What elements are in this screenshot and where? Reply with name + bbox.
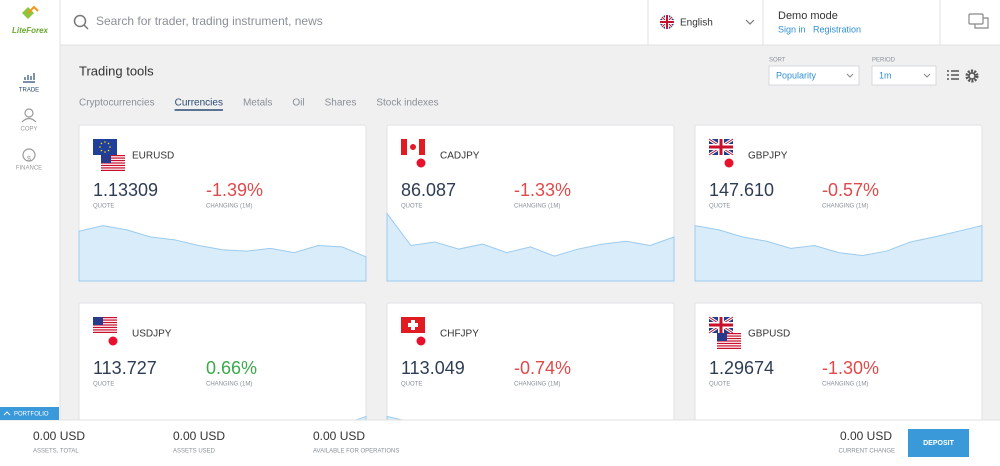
quote-label: QUOTE — [93, 382, 114, 388]
quote: 86.087 — [401, 180, 456, 200]
logo[interactable]: LiteForex — [12, 26, 49, 35]
list-view-icon[interactable] — [947, 70, 959, 80]
flag — [708, 137, 734, 157]
change: -1.30% — [822, 358, 879, 378]
portfolio-tab[interactable] — [0, 407, 59, 420]
flag — [708, 315, 734, 335]
quote-label: QUOTE — [401, 204, 422, 210]
flag — [409, 333, 433, 349]
period-select[interactable] — [871, 65, 937, 86]
quote: 113.727 — [93, 358, 157, 378]
mode: Demo mode — [778, 10, 838, 22]
change: 0.66% — [206, 358, 257, 378]
portfolio-label: PORTFOLIO — [14, 412, 49, 418]
deposit-label: DEPOSIT — [923, 440, 954, 447]
change-label: CHANGING (1M) — [822, 382, 868, 388]
quote: 113.049 — [401, 358, 465, 378]
page-title: Trading tools — [79, 63, 154, 78]
footer-label: ASSETS USED — [173, 449, 216, 455]
tab[interactable]: Cryptocurrencies — [79, 98, 155, 109]
sparkline — [78, 225, 367, 282]
pair: GBPJPY — [748, 151, 788, 162]
flag — [93, 317, 117, 333]
sign-in[interactable]: Sign in — [778, 24, 806, 34]
footer-value: 0.00 USD — [33, 429, 85, 443]
flag — [101, 155, 125, 171]
tab[interactable]: Oil — [292, 98, 304, 109]
change-label: CHANGING (1M) — [822, 204, 868, 210]
sidebar — [0, 0, 60, 420]
footer-value: 0.00 USD — [313, 429, 365, 443]
registration[interactable]: Registration — [813, 24, 861, 34]
pair: EURUSD — [132, 151, 174, 162]
current-change-label: CURRENT CHANGE — [838, 449, 895, 455]
nav-item[interactable]: COPY — [20, 127, 37, 133]
quote: 147.610 — [709, 180, 774, 200]
flag — [717, 155, 741, 171]
sparkline — [694, 224, 983, 282]
change: -1.33% — [514, 180, 571, 200]
change: -0.74% — [514, 358, 571, 378]
quote-label: QUOTE — [93, 204, 114, 210]
sort-label: SORT — [769, 58, 786, 64]
nav-item[interactable]: TRADE — [19, 88, 39, 94]
change: -0.57% — [822, 180, 879, 200]
pair: USDJPY — [132, 329, 172, 340]
flag — [717, 333, 741, 349]
flag — [409, 155, 433, 171]
quote-label: QUOTE — [709, 382, 730, 388]
settings-icon[interactable] — [965, 69, 979, 83]
pair: CHFJPY — [440, 329, 479, 340]
current-change-value: 0.00 USD — [840, 429, 892, 443]
footer-label: AVAILABLE FOR OPERATIONS — [313, 449, 399, 455]
tab[interactable]: Currencies — [175, 98, 223, 109]
quote-label: QUOTE — [401, 382, 422, 388]
quote: 1.29674 — [709, 358, 774, 378]
sort-value: Popularity — [776, 70, 817, 80]
quote-label: QUOTE — [709, 204, 730, 210]
footer — [0, 420, 1000, 466]
search-icon[interactable] — [73, 14, 87, 28]
tab[interactable]: Stock indexes — [376, 98, 438, 109]
change-label: CHANGING (1M) — [206, 204, 252, 210]
quote: 1.13309 — [93, 180, 158, 200]
change-label: CHANGING (1M) — [514, 382, 560, 388]
tab[interactable]: Metals — [243, 98, 272, 109]
period-value: 1m — [879, 70, 892, 80]
change-label: CHANGING (1M) — [514, 204, 560, 210]
language[interactable]: English — [680, 18, 713, 29]
flag — [101, 333, 125, 349]
search-input[interactable]: Search for trader, trading instrument, n… — [96, 14, 323, 28]
sort-select[interactable] — [768, 65, 860, 86]
change: -1.39% — [206, 180, 263, 200]
footer-value: 0.00 USD — [173, 429, 225, 443]
top-bar — [0, 0, 1000, 45]
svg-text:$: $ — [27, 156, 31, 163]
period-label: PERIOD — [872, 58, 896, 64]
flag — [401, 139, 425, 155]
flag — [93, 139, 117, 155]
footer-label: ASSETS, TOTAL — [33, 449, 79, 455]
nav-item[interactable]: FINANCE — [16, 166, 42, 172]
flag — [401, 317, 425, 333]
chat-icon[interactable] — [968, 13, 989, 29]
deposit-button[interactable] — [908, 429, 969, 457]
pair: GBPUSD — [748, 329, 790, 340]
change-label: CHANGING (1M) — [206, 382, 252, 388]
sparkline — [386, 212, 675, 282]
tab[interactable]: Shares — [325, 98, 357, 109]
pair: CADJPY — [440, 151, 480, 162]
language-flag — [660, 15, 674, 29]
